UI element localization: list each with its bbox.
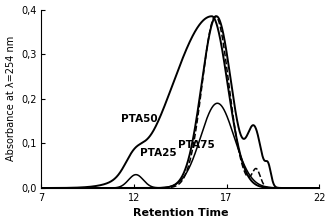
X-axis label: Retention Time: Retention Time	[133, 209, 228, 218]
Y-axis label: Absorbance at λ=254 nm: Absorbance at λ=254 nm	[6, 36, 16, 162]
Text: PTA75: PTA75	[177, 140, 214, 150]
Text: PTA25: PTA25	[140, 148, 176, 158]
Text: PTA50: PTA50	[121, 114, 158, 124]
